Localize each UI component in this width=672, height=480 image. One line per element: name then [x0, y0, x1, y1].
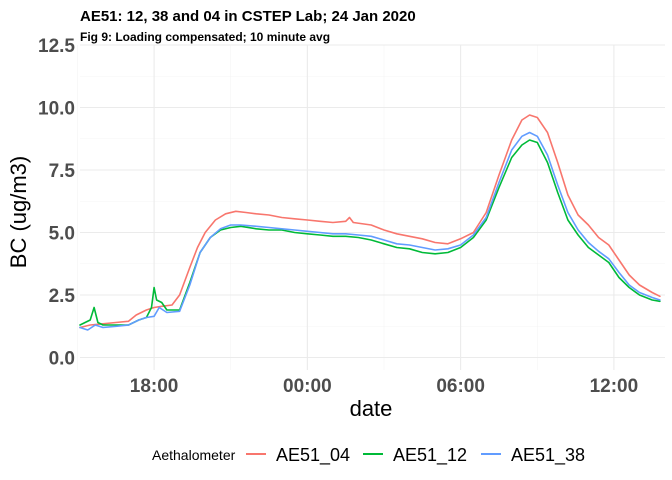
series-layer: [79, 114, 661, 331]
x-tick-label: 00:00: [283, 376, 332, 397]
y-axis: 0.0 2.5 5.0 7.5 10.0 12.5: [38, 36, 75, 370]
x-axis-title: date: [350, 396, 393, 421]
x-axis: 18:00 00:00 06:00 12:00: [130, 376, 638, 397]
series-line-ae51-12: [79, 139, 661, 326]
y-tick-label: 10.0: [38, 99, 75, 120]
grid: [77, 44, 665, 370]
y-tick-label: 12.5: [38, 36, 75, 57]
legend-title: Aethalometer: [152, 447, 236, 463]
x-tick-label: 12:00: [590, 376, 639, 397]
y-tick-label: 2.5: [49, 286, 76, 307]
y-axis-title: BC (ug/m3): [6, 156, 31, 268]
x-tick-label: 06:00: [436, 376, 485, 397]
chart-subtitle: Fig 9: Loading compensated; 10 minute av…: [80, 30, 330, 44]
x-tick-label: 18:00: [130, 376, 179, 397]
series-line-ae51-04: [79, 114, 661, 329]
series-line-ae51-38: [79, 131, 661, 331]
y-tick-label: 5.0: [49, 224, 75, 245]
chart-title: AE51: 12, 38 and 04 in CSTEP Lab; 24 Jan…: [80, 8, 416, 25]
legend: Aethalometer AE51_04 AE51_12 AE51_38: [152, 445, 585, 466]
legend-items: AE51_04 AE51_12 AE51_38: [246, 445, 585, 466]
legend-label: AE51_12: [393, 445, 467, 466]
legend-label: AE51_38: [511, 445, 585, 466]
legend-label: AE51_04: [276, 445, 350, 466]
y-tick-label: 7.5: [49, 161, 76, 182]
y-tick-label: 0.0: [49, 349, 75, 370]
